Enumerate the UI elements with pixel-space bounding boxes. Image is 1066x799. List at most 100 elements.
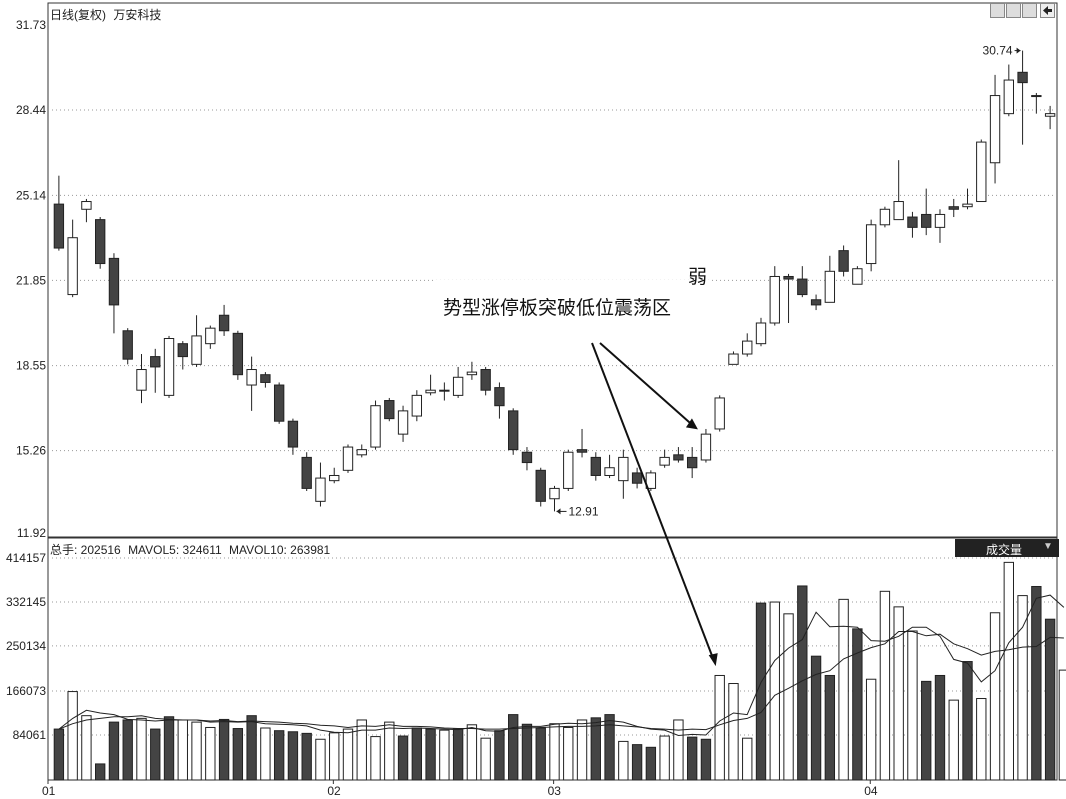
- candles: [53, 50, 1056, 512]
- candle-body: [81, 201, 92, 210]
- back-arrow-icon[interactable]: [1040, 3, 1055, 18]
- volume-bar: [742, 737, 753, 781]
- volume-bar: [205, 726, 216, 781]
- candle-body: [205, 327, 216, 345]
- volume-bar: [879, 590, 891, 781]
- volume-bar: [150, 728, 161, 781]
- volume-tick-label: 332145: [6, 595, 46, 609]
- volume-bar: [1044, 618, 1056, 781]
- volume-tick-label: 166073: [6, 684, 46, 698]
- mavol5-readout: MAVOL5: 324611: [128, 543, 222, 557]
- candle-body: [108, 257, 120, 306]
- candle-body: [191, 335, 202, 365]
- volume-bar: [163, 716, 175, 781]
- candle-body: [466, 371, 478, 376]
- volume-bar: [95, 763, 106, 781]
- volume-bar: [218, 718, 230, 781]
- candle-body: [411, 394, 423, 417]
- candle-body: [590, 456, 601, 476]
- volume-bar: [425, 728, 436, 781]
- volume-bar: [686, 736, 698, 781]
- grid-icon[interactable]: [990, 3, 1005, 18]
- volume-bar: [934, 674, 946, 781]
- volume-bar: [315, 738, 326, 781]
- candle-body: [397, 410, 409, 435]
- mavol5-line: [58, 594, 1065, 737]
- indicator-dropdown[interactable]: 成交量 ▼: [955, 539, 1059, 557]
- volume-bar: [397, 735, 409, 781]
- candle-body: [838, 250, 849, 272]
- volume-bar: [907, 630, 918, 781]
- candle-body: [879, 208, 891, 226]
- candle-body: [783, 275, 794, 280]
- volume-bar: [714, 674, 725, 781]
- candle-body: [700, 433, 712, 461]
- volume-bar: [824, 674, 836, 781]
- volume-total: 总手: 202516: [50, 543, 121, 557]
- arrowhead-volume: [708, 653, 718, 667]
- candle-body: [356, 449, 367, 456]
- price-tick-label: 11.92: [17, 526, 46, 540]
- triangle-down-icon: ▼: [1043, 541, 1053, 552]
- volume-bar: [494, 730, 505, 781]
- volume-tick-label: 414157: [6, 551, 46, 565]
- window-icon[interactable]: [1006, 3, 1021, 18]
- candle-body: [260, 374, 271, 383]
- candle-body: [1017, 71, 1028, 84]
- volume-bar: [549, 723, 560, 781]
- price-markers: 30.74 12.91: [556, 44, 1021, 518]
- volume-bar: [301, 732, 312, 781]
- annotation-line-1: 弱: [688, 266, 708, 288]
- maximize-icon[interactable]: [1022, 3, 1037, 18]
- volume-bar: [976, 698, 987, 781]
- arrow-to-volume-bar: [591, 342, 715, 661]
- volume-bar: [783, 613, 794, 781]
- candle-body: [604, 467, 615, 476]
- candle-body: [53, 203, 65, 249]
- x-tick-label: 01: [42, 784, 56, 798]
- x-tick-label: 02: [327, 784, 341, 798]
- volume-bar: [989, 612, 1001, 781]
- candle-body: [67, 237, 78, 296]
- volume-bar: [177, 719, 188, 781]
- candle-body: [439, 389, 450, 392]
- candle-body: [824, 270, 836, 303]
- volume-bar: [618, 740, 629, 781]
- candle-body: [370, 405, 381, 448]
- candle-body: [769, 275, 780, 324]
- volume-bar: [108, 721, 120, 781]
- candle-body: [301, 456, 312, 489]
- volume-bar: [563, 726, 574, 781]
- candle-body: [976, 141, 987, 203]
- candle-body: [218, 314, 230, 332]
- mavol10-readout: MAVOL10: 263981: [229, 543, 331, 557]
- volume-bar: [246, 715, 257, 781]
- volume-bar: [893, 606, 904, 781]
- price-tick-label: 18.55: [16, 359, 46, 373]
- candle-body: [907, 216, 918, 228]
- volume-bar: [769, 601, 780, 781]
- volume-header: 总手: 202516 MAVOL5: 324611 MAVOL10: 26398…: [50, 541, 330, 558]
- chart-header: 日线(复权) 万安科技: [50, 6, 161, 23]
- volume-bar: [287, 731, 299, 781]
- volume-bar: [962, 661, 973, 781]
- volume-bar: [810, 655, 822, 781]
- volume-bar: [480, 737, 491, 781]
- indicator-dropdown-label: 成交量: [986, 543, 1023, 557]
- volume-grid: [48, 557, 1057, 736]
- arrow-to-breakout-candle: [599, 342, 695, 428]
- volume-bar: [439, 729, 450, 781]
- candle-body: [384, 400, 395, 420]
- volume-bar: [329, 732, 340, 781]
- price-axis: 31.73 28.44 25.14 21.85 18.55 15.26 11.92: [16, 18, 46, 540]
- mavol10-line: [58, 631, 1064, 731]
- annotation-line-2: 势型涨停板突破低位震荡区: [443, 297, 672, 319]
- price-tick-label: 31.73: [16, 18, 46, 32]
- candle-body: [177, 343, 188, 358]
- candle-body: [989, 95, 1001, 164]
- candle-body: [563, 451, 574, 489]
- x-tick-label: 03: [548, 784, 562, 798]
- price-tick-label: 21.85: [16, 273, 46, 287]
- candle-body: [852, 268, 863, 285]
